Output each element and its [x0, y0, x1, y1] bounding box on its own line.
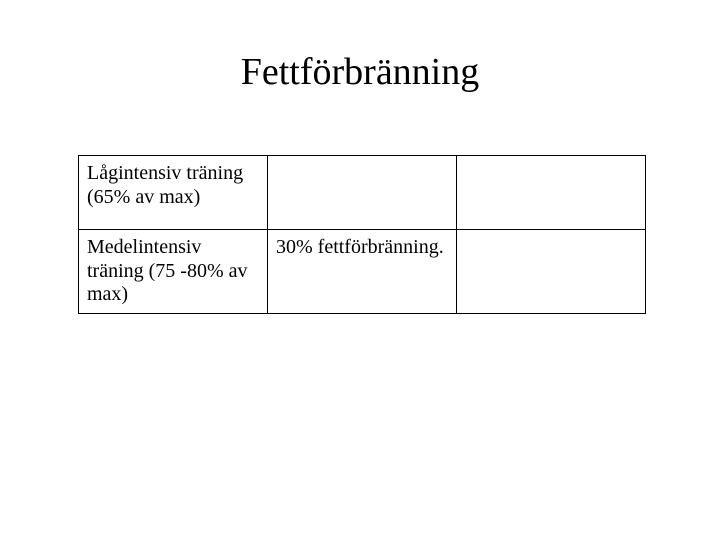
table-cell: 30% fettförbränning. — [268, 230, 457, 314]
table-cell — [457, 230, 646, 314]
table-cell — [457, 156, 646, 230]
table-row: Medelintensiv träning (75 -80% av max) 3… — [79, 230, 646, 314]
data-table: Lågintensiv träning (65% av max) Medelin… — [78, 155, 646, 314]
table-cell — [268, 156, 457, 230]
table-row: Lågintensiv träning (65% av max) — [79, 156, 646, 230]
table-cell: Lågintensiv träning (65% av max) — [79, 156, 268, 230]
page-title: Fettförbränning — [0, 50, 720, 94]
slide: Fettförbränning Lågintensiv träning (65%… — [0, 0, 720, 540]
table-cell: Medelintensiv träning (75 -80% av max) — [79, 230, 268, 314]
